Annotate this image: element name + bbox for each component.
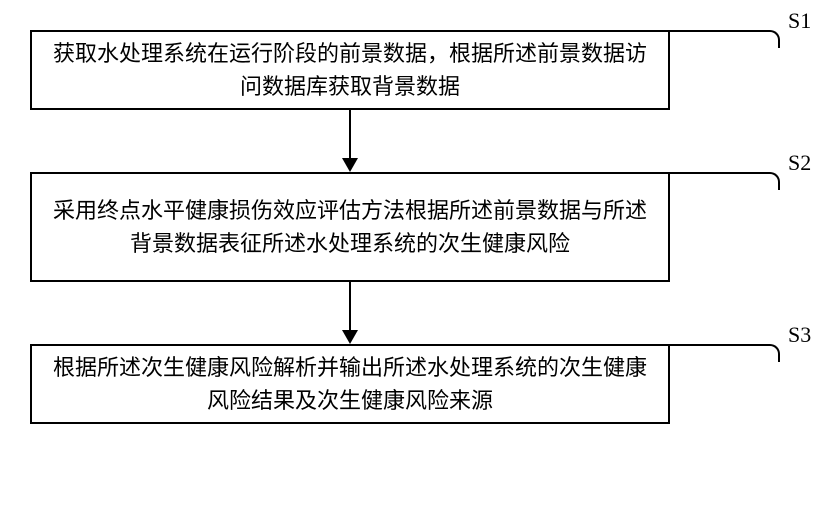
step-s1-text: 获取水处理系统在运行阶段的前景数据，根据所述前景数据访问数据库获取背景数据 <box>52 37 648 103</box>
arrow-line <box>349 282 351 330</box>
step-label-s3: S3 <box>788 322 811 348</box>
step-s2-text: 采用终点水平健康损伤效应评估方法根据所述前景数据与所述背景数据表征所述水处理系统… <box>52 194 648 260</box>
flowchart-step-s1: 获取水处理系统在运行阶段的前景数据，根据所述前景数据访问数据库获取背景数据 <box>30 30 670 110</box>
arrow-head-icon <box>342 330 358 344</box>
step-s3-text: 根据所述次生健康风险解析并输出所述水处理系统的次生健康风险结果及次生健康风险来源 <box>52 351 648 417</box>
flowchart-container: 获取水处理系统在运行阶段的前景数据，根据所述前景数据访问数据库获取背景数据 S1… <box>30 30 800 424</box>
arrow-head-icon <box>342 158 358 172</box>
flowchart-step-s3: 根据所述次生健康风险解析并输出所述水处理系统的次生健康风险结果及次生健康风险来源 <box>30 344 670 424</box>
step-label-s2: S2 <box>788 150 811 176</box>
connector-s3 <box>670 344 780 362</box>
step-label-s1: S1 <box>788 8 811 34</box>
connector-s1 <box>670 30 780 48</box>
connector-s2 <box>670 172 780 190</box>
flowchart-step-s2: 采用终点水平健康损伤效应评估方法根据所述前景数据与所述背景数据表征所述水处理系统… <box>30 172 670 282</box>
arrow-line <box>349 110 351 158</box>
